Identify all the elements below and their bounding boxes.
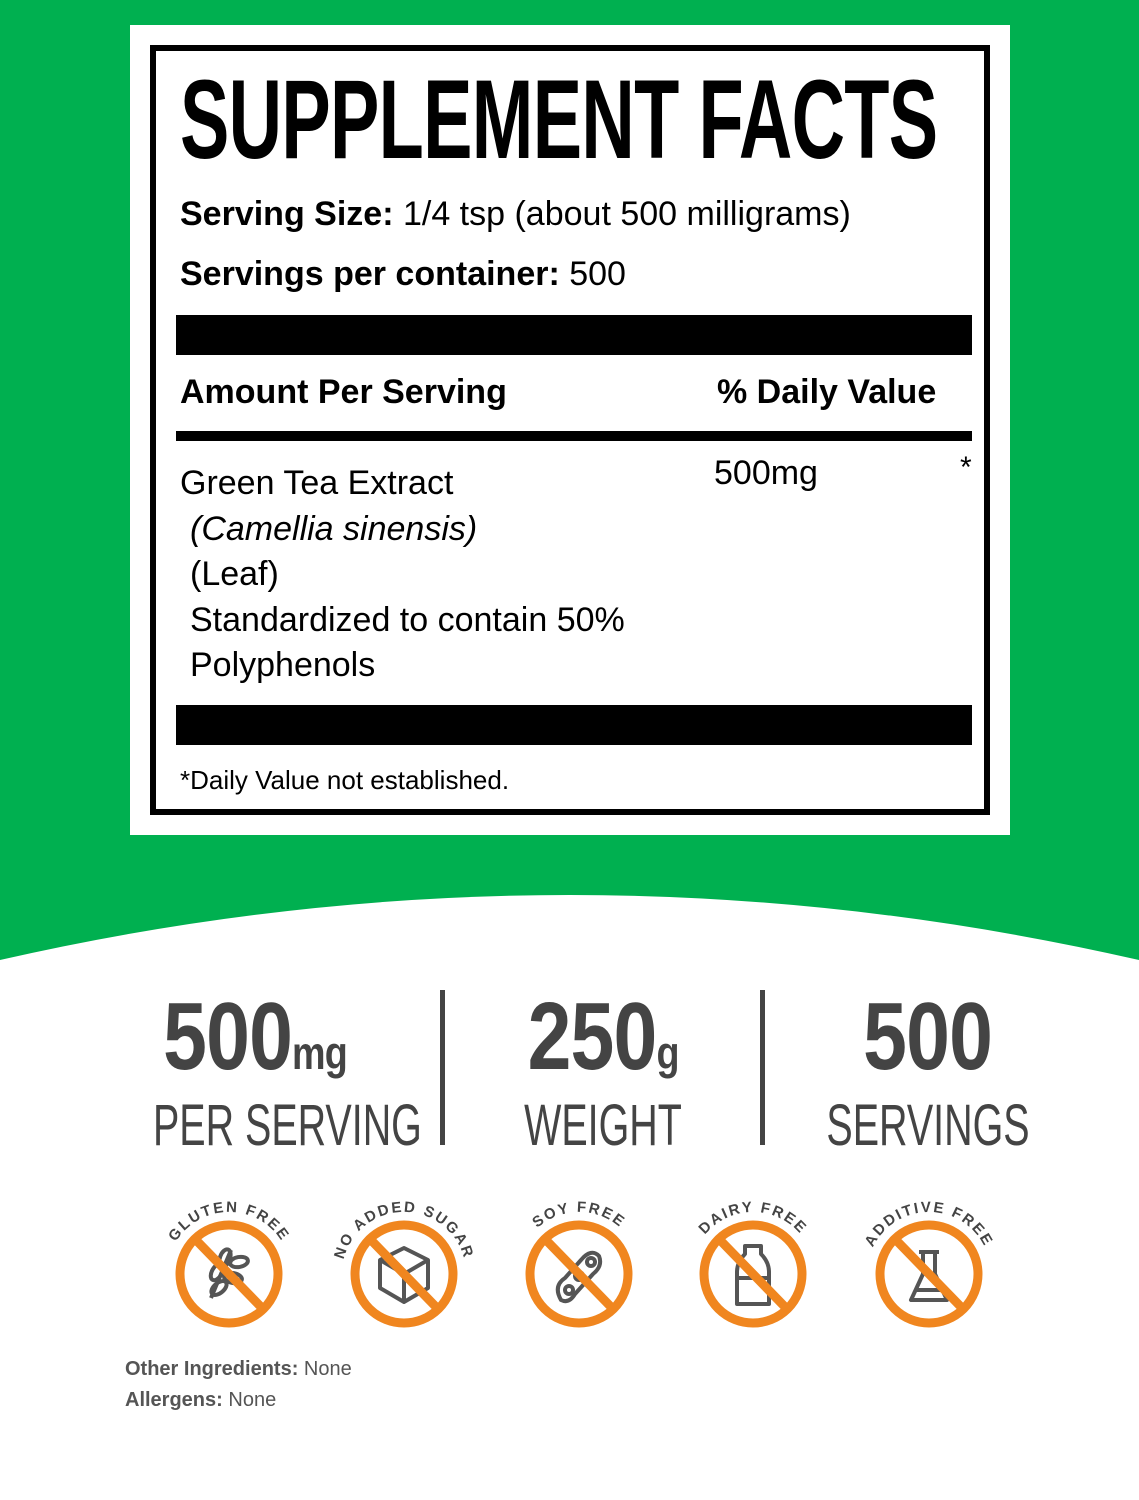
amount-header: Amount Per Serving [180,373,507,411]
thick-divider-bottom [176,705,972,745]
supplement-facts-panel: SUPPLEMENT FACTS Serving Size: 1/4 tsp (… [130,25,1010,835]
stat-per-serving: 500mg PER SERVING [105,982,422,1159]
prohibited-slash [191,1235,267,1313]
prohibited-circle-icon [875,1220,983,1328]
badge-dairy-free: DAIRY FREE [673,1190,833,1340]
badge-gluten-free: GLUTEN FREE [149,1190,309,1340]
ingredient-dv: * [960,451,972,484]
prohibited-circle-icon [350,1220,458,1328]
prohibited-slash [541,1235,617,1313]
serving-size: Serving Size: 1/4 tsp (about 500 milligr… [180,195,851,234]
stat-label: WEIGHT [524,1093,682,1158]
ingredient-amount: 500mg [714,454,818,492]
stat-divider [760,990,765,1145]
facts-border: SUPPLEMENT FACTS Serving Size: 1/4 tsp (… [150,45,990,815]
stat-value: 500mg [163,983,348,1090]
serving-size-value: 1/4 tsp (about 500 milligrams) [402,195,851,233]
stat-label: PER SERVING [153,1093,422,1158]
stat-servings: 500 SERVINGS [778,982,1078,1159]
prohibited-slash [715,1235,791,1313]
daily-value-header: % Daily Value [717,373,937,411]
badge-soy-free: SOY FREE [499,1190,659,1340]
ingredient-name: Green Tea Extract (Camellia sinensis) (L… [180,461,625,689]
badge-text: DAIRY FREE [695,1199,810,1238]
other-ingredients: Other Ingredients: None [125,1358,352,1380]
prohibited-circle-icon [525,1220,633,1328]
panel-title: SUPPLEMENT FACTS [180,57,938,182]
allergens: Allergens: None [125,1389,277,1411]
prohibited-slash [891,1235,967,1313]
badge-additive-free: ADDITIVE FREE [849,1190,1009,1340]
footnote: *Daily Value not established. [180,765,510,795]
ingredient-latin: (Camellia sinensis) [190,509,478,548]
servings-per-container: Servings per container: 500 [180,255,626,294]
ingredient-standard-2: Polyphenols [190,646,376,684]
serving-size-label: Serving Size: [180,195,394,233]
stat-weight: 250g WEIGHT [453,982,753,1159]
thick-divider [176,315,972,355]
ingredient-title: Green Tea Extract [180,464,454,502]
stat-value: 250g [527,983,679,1090]
badge-text: NO ADDED SUGAR [331,1199,477,1261]
stat-label: SERVINGS [826,1093,1030,1158]
stat-value: 500 [863,983,994,1090]
header-divider [176,431,972,441]
prohibited-circle-icon [699,1220,807,1328]
prohibited-slash [366,1235,442,1313]
servings-label: Servings per container: [180,255,560,293]
ingredient-part: (Leaf) [190,555,279,593]
stat-divider [440,990,445,1145]
prohibited-circle-icon [175,1220,283,1328]
servings-value: 500 [569,255,626,293]
ingredient-standard: Standardized to contain 50% [190,600,625,639]
badge-no-added-sugar: NO ADDED SUGAR [324,1190,484,1340]
